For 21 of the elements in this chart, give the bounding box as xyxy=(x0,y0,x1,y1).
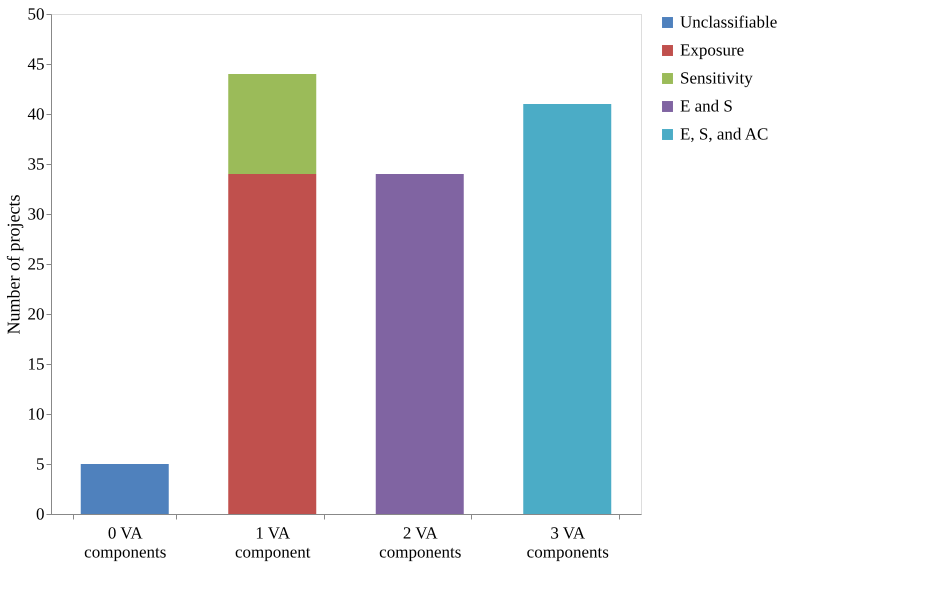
x-tick-label: 1 VA component xyxy=(234,524,311,562)
y-tick-label: 25 xyxy=(28,254,44,274)
legend-label: E and S xyxy=(680,96,733,116)
legend-label: Unclassifiable xyxy=(680,12,778,32)
y-axis-title: Number of projects xyxy=(4,194,24,334)
y-tick-label: 10 xyxy=(28,404,44,424)
y-tick-label: 0 xyxy=(36,504,44,524)
x-tick-label: 3 VA components xyxy=(526,524,609,562)
legend-label: Exposure xyxy=(680,40,744,60)
y-tick-label: 15 xyxy=(28,354,44,374)
x-tick-label: 0 VA components xyxy=(84,524,166,562)
legend-label: E, S, and AC xyxy=(680,124,768,144)
y-tick-label: 45 xyxy=(28,54,44,74)
y-tick-label: 30 xyxy=(28,204,44,224)
y-tick-label: 35 xyxy=(28,154,44,174)
y-tick-label: 40 xyxy=(28,104,44,124)
legend-label: Sensitivity xyxy=(680,68,754,88)
y-tick-label: 20 xyxy=(28,304,44,324)
y-tick-label: 50 xyxy=(28,4,44,24)
y-tick-label: 5 xyxy=(36,454,44,474)
x-tick-label: 2 VA components xyxy=(379,524,462,562)
